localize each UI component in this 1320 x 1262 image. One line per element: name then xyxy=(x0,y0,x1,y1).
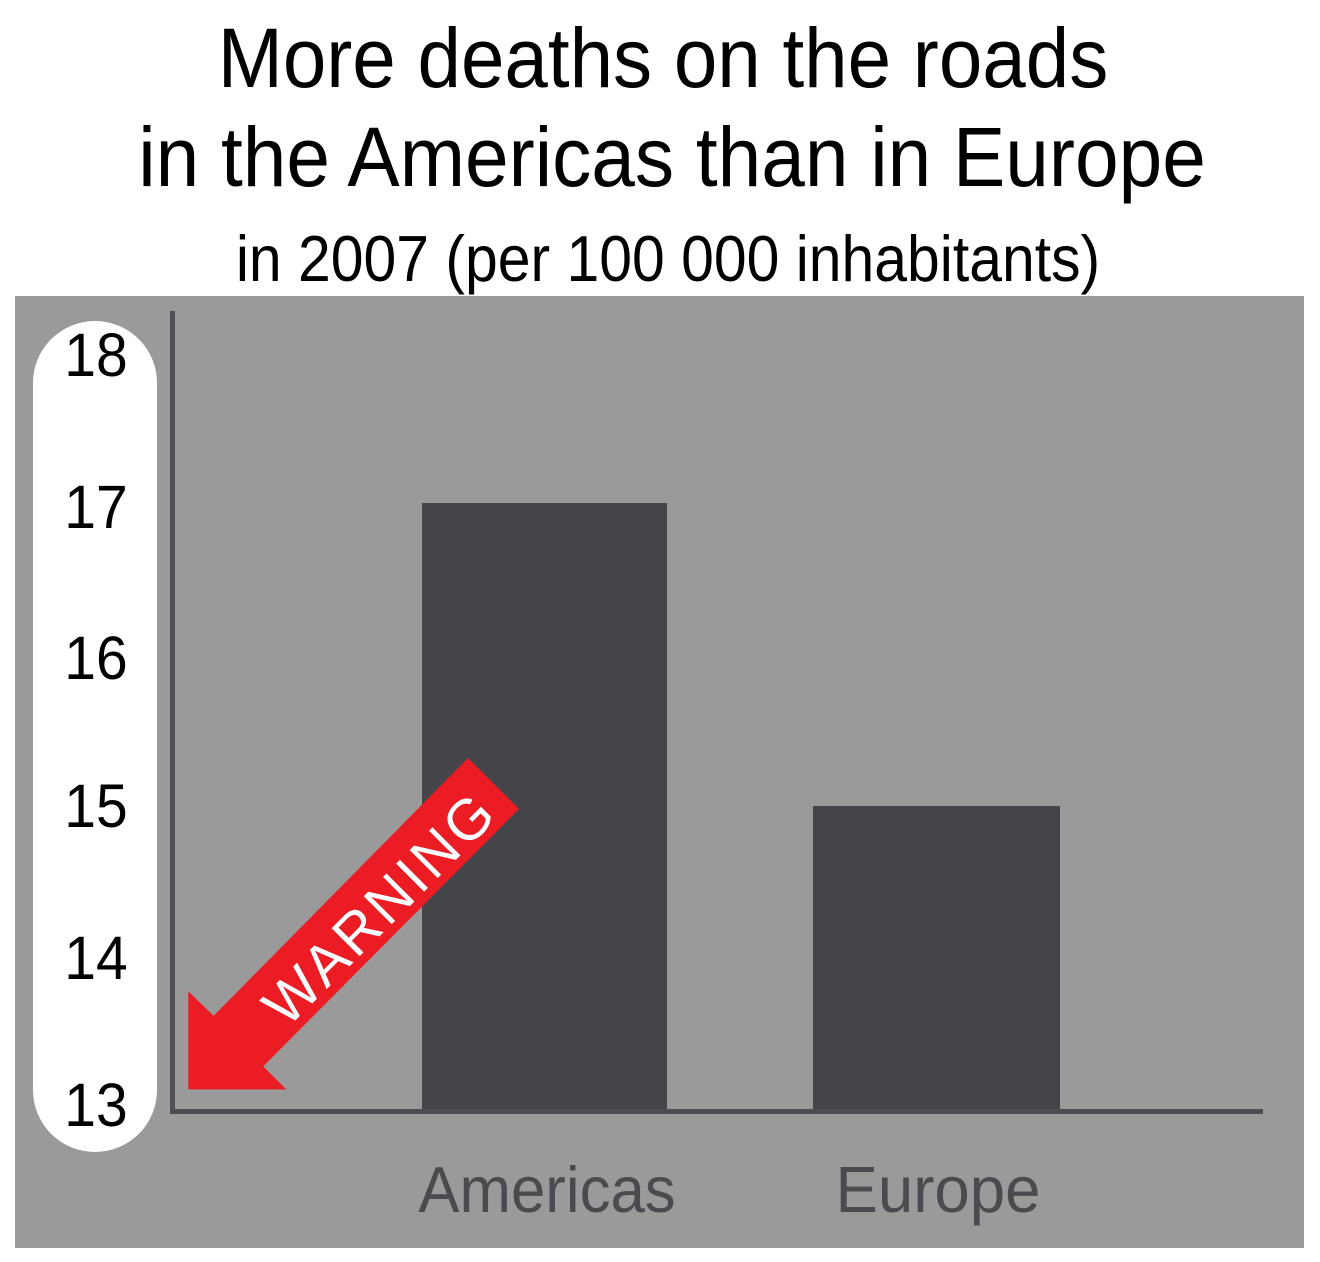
svg-text:WARNING: WARNING xyxy=(251,779,510,1038)
